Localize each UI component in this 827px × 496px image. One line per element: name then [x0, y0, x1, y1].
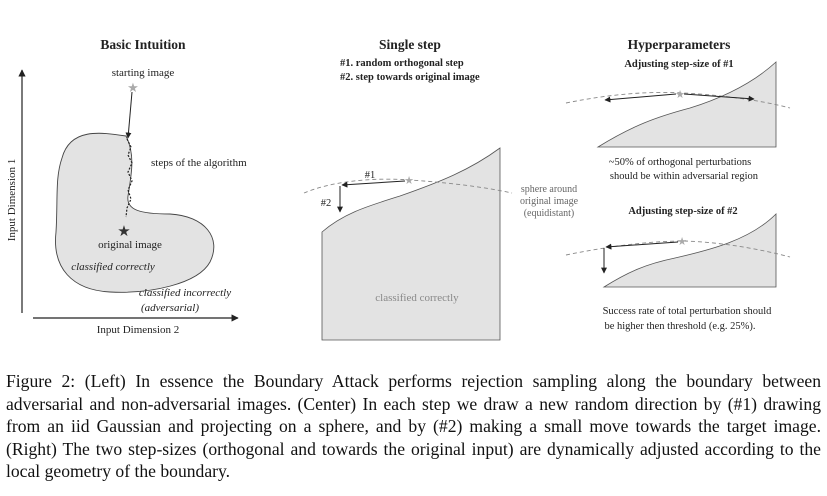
- adversarial-label: (adversarial): [141, 302, 199, 314]
- note2-line2: be higher then threshold (e.g. 25%).: [604, 321, 755, 332]
- classified-correctly-region: [321, 147, 501, 341]
- y-axis-label: Input Dimension 1: [6, 159, 18, 242]
- sphere-bottom: [565, 240, 791, 258]
- note2-line1: Success rate of total perturbation shoul…: [603, 306, 773, 317]
- center-star: ★: [404, 175, 414, 187]
- step1-description: #1. random orthogonal step: [340, 58, 464, 69]
- algorithm-steps: [125, 138, 133, 218]
- classified-incorrectly-label: classified incorrectly: [139, 287, 231, 299]
- sphere-label-line2: original image: [520, 196, 579, 207]
- figure-2: Basic Intuition Input Dimension 1 Input …: [6, 37, 791, 341]
- x-axis-label: Input Dimension 2: [97, 324, 180, 336]
- orthogonal-arrow-right: [683, 93, 755, 102]
- region-bottom: [602, 213, 777, 288]
- orthogonal-arrow: [605, 241, 679, 250]
- panel-title: Single step: [379, 37, 441, 52]
- classified-correctly-label: classified correctly: [375, 292, 459, 304]
- star-top: ★: [675, 89, 685, 101]
- step1-label: #1: [365, 170, 376, 181]
- panel-single-step: Single step #1. random orthogonal step #…: [303, 37, 579, 341]
- original-image-star: ★: [117, 224, 130, 240]
- panel-title: Hyperparameters: [628, 37, 731, 52]
- region-top: [596, 61, 777, 148]
- sphere-label-line3: (equidistant): [524, 208, 575, 219]
- starting-image-label: starting image: [112, 67, 175, 79]
- star-bottom: ★: [677, 236, 687, 248]
- panel-title: Basic Intuition: [100, 37, 186, 52]
- sphere-label-line1: sphere around: [521, 184, 577, 195]
- starting-image-star: ★: [127, 80, 139, 95]
- subtitle-step2: Adjusting step-size of #2: [628, 206, 737, 217]
- step2-description: #2. step towards original image: [340, 72, 480, 83]
- note1-line2: should be within adversarial region: [610, 171, 759, 182]
- original-image-label: original image: [98, 239, 162, 251]
- panel-hyperparameters: Hyperparameters Adjusting step-size of #…: [565, 37, 791, 332]
- equidistant-sphere: [303, 178, 513, 194]
- step2-label: #2: [321, 198, 332, 209]
- first-step-arrow: [125, 91, 133, 139]
- note1-line1: ~50% of orthogonal perturbations: [609, 157, 751, 168]
- orthogonal-arrow-left: [604, 93, 677, 103]
- figure-caption: Figure 2: (Left) In essence the Boundary…: [6, 371, 821, 481]
- subtitle-step1: Adjusting step-size of #1: [624, 59, 733, 70]
- steps-label: steps of the algorithm: [151, 157, 247, 169]
- classified-correctly-label: classified correctly: [71, 261, 155, 273]
- step1-arrow: [341, 180, 406, 188]
- panel-basic-intuition: Basic Intuition Input Dimension 1 Input …: [6, 37, 247, 336]
